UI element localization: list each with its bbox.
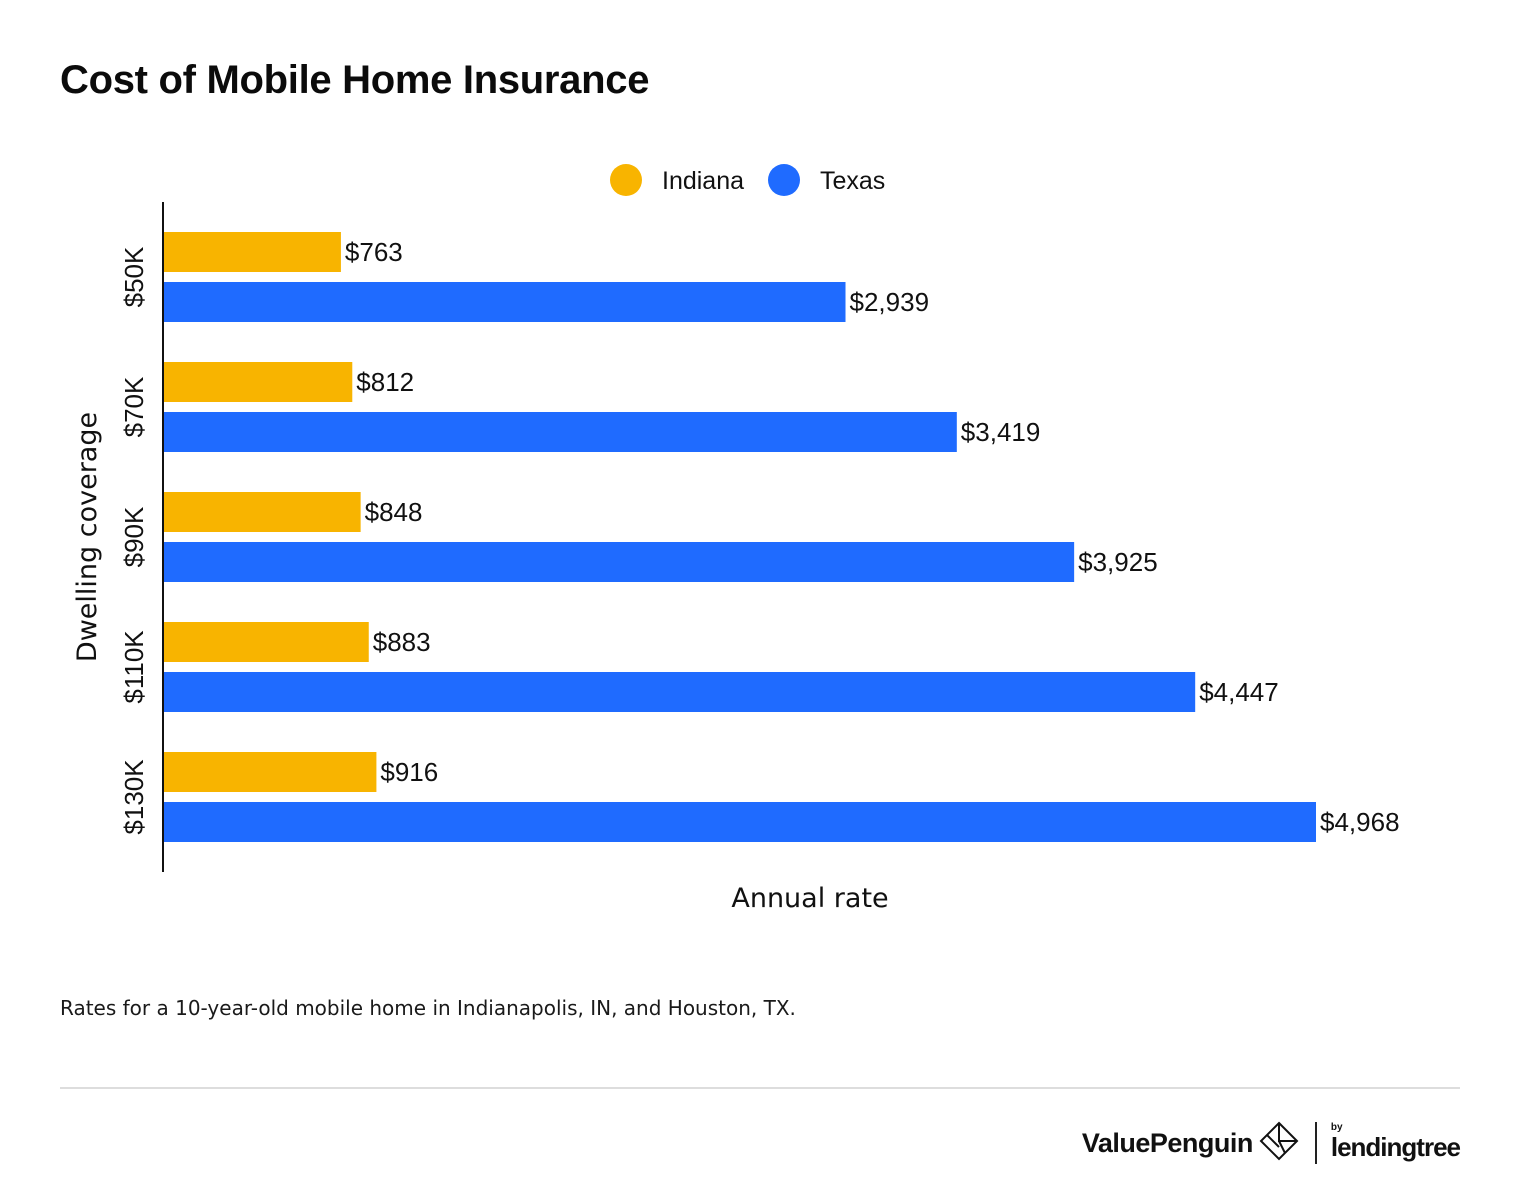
lendingtree-logo: by lendingtree: [1330, 1121, 1461, 1163]
y-tick-label-3: $110K: [119, 630, 149, 704]
data-label-texas-2: $3,925: [1078, 547, 1158, 577]
bar-texas-1: [164, 412, 957, 452]
data-label-indiana-2: $848: [365, 497, 423, 527]
bar-texas-0: [164, 282, 846, 322]
y-tick-label-2: $90K: [119, 506, 149, 567]
bar-indiana-1: [164, 362, 353, 402]
bar-indiana-3: [164, 622, 369, 662]
valuepenguin-logo-icon: [1259, 1121, 1299, 1166]
valuepenguin-wordmark: ValuePenguin: [1081, 1127, 1254, 1158]
data-label-indiana-0: $763: [345, 237, 403, 267]
data-label-indiana-4: $916: [380, 757, 438, 787]
bar-texas-4: [164, 802, 1316, 842]
footnote: Rates for a 10-year-old mobile home in I…: [60, 996, 796, 1020]
bar-texas-2: [164, 542, 1075, 582]
bar-indiana-0: [164, 232, 341, 272]
y-tick-label-0: $50K: [119, 246, 149, 307]
brand-divider: [1314, 1122, 1317, 1164]
y-tick-labels: $50K $70K $90K $110K $130K: [119, 246, 149, 835]
legend-label-indiana: Indiana: [662, 167, 744, 195]
bar-chart: Indiana Texas $763 $2,939 $812 $3,419 $848 $3,…: [72, 164, 1400, 914]
bar-indiana-4: [164, 752, 377, 792]
bar-indiana-2: [164, 492, 361, 532]
data-label-texas-3: $4,447: [1199, 677, 1279, 707]
legend: Indiana Texas: [610, 164, 885, 196]
data-label-indiana-3: $883: [373, 627, 431, 657]
data-label-texas-0: $2,939: [850, 287, 930, 317]
lendingtree-wordmark: lendingtree: [1330, 1131, 1461, 1162]
lendingtree-by: by: [1330, 1121, 1343, 1133]
brand-logos: ValuePenguin by lendingtree: [1081, 1118, 1461, 1168]
legend-swatch-indiana: [610, 164, 642, 196]
data-label-indiana-1: $812: [356, 367, 414, 397]
chart-title: Cost of Mobile Home Insurance: [60, 58, 650, 102]
x-axis-title: Annual rate: [731, 883, 888, 914]
y-tick-label-1: $70K: [119, 376, 149, 437]
data-label-texas-4: $4,968: [1320, 807, 1400, 837]
y-tick-label-4: $130K: [119, 759, 149, 835]
legend-swatch-texas: [768, 164, 800, 196]
bars-group: $763 $2,939 $812 $3,419 $848 $3,925 $883 $4,447…: [164, 232, 1400, 842]
data-label-texas-1: $3,419: [961, 417, 1041, 447]
footer-divider: [60, 1087, 1460, 1089]
bar-texas-3: [164, 672, 1196, 712]
y-axis-title: Dwelling coverage: [72, 412, 103, 662]
legend-label-texas: Texas: [820, 167, 885, 195]
